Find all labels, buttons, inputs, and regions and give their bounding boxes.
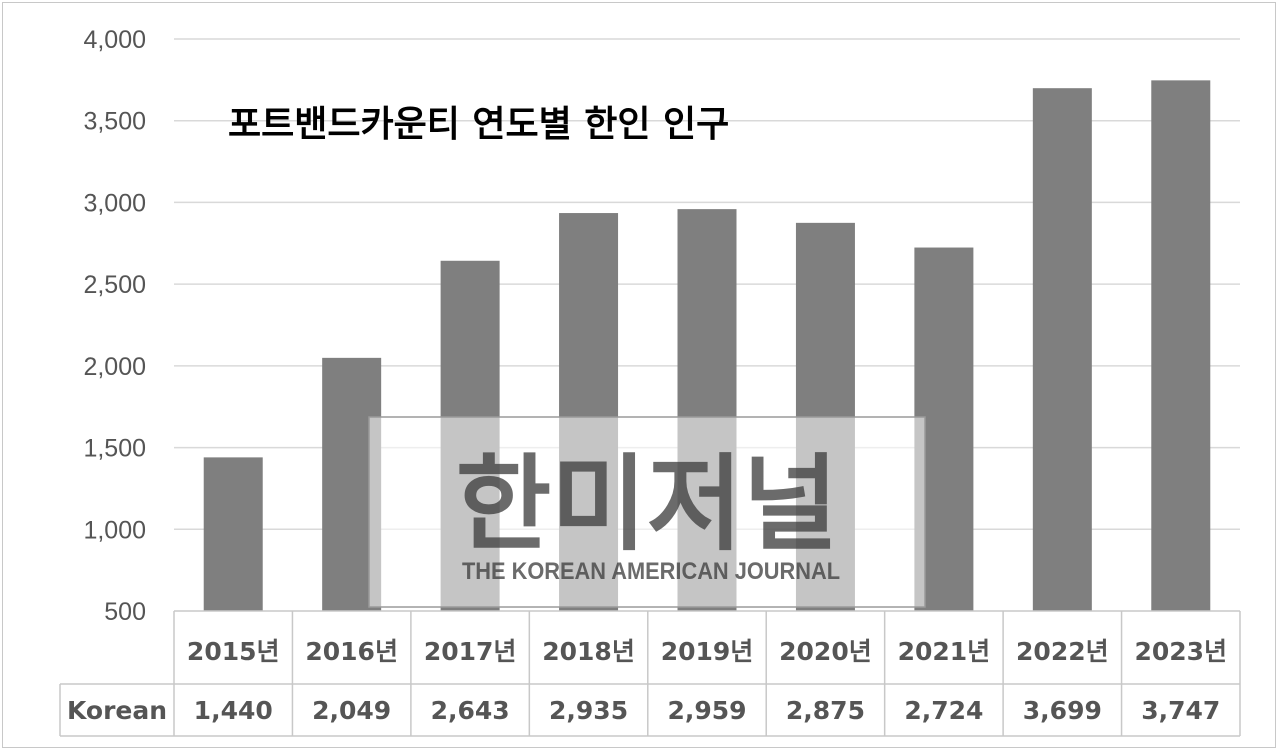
data-value-label: 2,643: [431, 696, 510, 725]
y-tick-label: 1,000: [83, 516, 146, 544]
watermark-logo-text: 한미저널: [456, 443, 839, 565]
data-value-label: 3,747: [1141, 696, 1220, 725]
x-category-label: 2022년: [1016, 637, 1109, 666]
data-value-label: 2,935: [549, 696, 628, 725]
watermark-box: [368, 416, 926, 608]
x-category-label: 2017년: [424, 637, 517, 666]
y-tick-label: 2,500: [83, 271, 146, 299]
bar: [203, 457, 263, 611]
bar: [1032, 88, 1092, 611]
x-category-label: 2023년: [1134, 637, 1227, 666]
x-category-label: 2020년: [779, 637, 872, 666]
y-tick-label: 1,500: [83, 435, 146, 463]
x-category-label: 2015년: [187, 637, 280, 666]
x-category-label: 2021년: [898, 637, 991, 666]
series-name-label: Korean: [67, 696, 167, 725]
data-value-label: 2,959: [667, 696, 746, 725]
data-value-label: 2,049: [312, 696, 391, 725]
bar: [1151, 80, 1211, 612]
y-tick-label: 4,000: [83, 26, 146, 54]
y-tick-label: 3,000: [83, 189, 146, 217]
y-tick-label: 3,500: [83, 108, 146, 136]
data-value-label: 2,724: [904, 696, 983, 725]
data-value-label: 2,875: [786, 696, 865, 725]
watermark: 한미저널 THE KOREAN AMERICAN JOURNAL: [368, 416, 926, 608]
x-category-label: 2019년: [661, 637, 754, 666]
y-tick-label: 500: [104, 598, 146, 626]
y-axis-tick-labels: 500 1,000 1,500 2,000 2,500 3,000 3,500 4,000: [83, 26, 146, 626]
watermark-subtitle: THE KOREAN AMERICAN JOURNAL: [462, 558, 840, 585]
data-table: 2015년 1,440 2016년 2,049 2017년 2,643 2018년 2,935…: [59, 610, 1241, 737]
y-tick-label: 2,000: [83, 353, 146, 381]
chart-title: 포트밴드카운티 연도별 한인 인구: [228, 104, 729, 145]
data-value-label: 3,699: [1023, 696, 1102, 725]
x-category-label: 2018년: [542, 637, 635, 666]
x-category-label: 2016년: [305, 637, 398, 666]
data-value-label: 1,440: [194, 696, 273, 725]
